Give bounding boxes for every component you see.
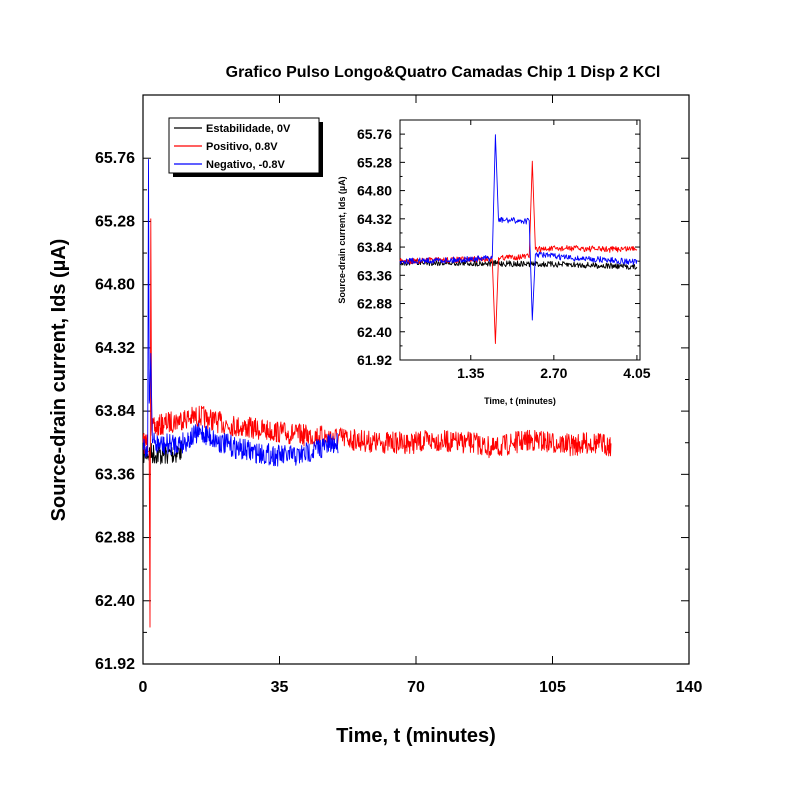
main-ytick-label-4: 63.84 [95,403,135,420]
inset-ytick-label-6: 64.80 [357,183,392,199]
main-x-axis-label: Time, t (minutes) [336,725,496,747]
main-ytick-label-2: 62.88 [95,530,135,547]
main-ytick-label-7: 65.28 [95,213,135,230]
inset-ytick-label-3: 63.36 [357,267,392,283]
main-ytick-label-0: 61.92 [95,656,135,673]
main-xtick-label-2: 70 [407,679,425,696]
main-series-line-negativo-0-8v [142,159,339,467]
inset-ytick-label-4: 63.84 [357,239,392,255]
inset-plot-frame [399,119,641,361]
inset-series-line-negativo-0-8v [399,134,638,321]
chart-title: Grafico Pulso Longo&Quatro Camadas Chip … [226,64,661,81]
main-xtick-label-4: 140 [676,679,703,696]
main-ytick-label-1: 62.40 [95,593,135,610]
inset-xtick-label-0: 1.35 [457,365,484,381]
main-xtick-label-0: 0 [139,679,148,696]
inset-xtick-label-2: 4.05 [623,365,650,381]
main-xtick-label-1: 35 [271,679,289,696]
inset-ytick-label-2: 62.88 [357,296,392,312]
main-series-line-positivo-0-8v [142,218,612,628]
main-ytick-label-3: 63.36 [95,466,135,483]
inset-series-line-positivo-0-8v [399,160,638,344]
inset-ticks: 61.92 62.40 62.88 63.36 63.84 64.32 64.80 65.28… [357,120,651,381]
inset-x-axis-label: Time, t (minutes) [484,396,556,406]
legend-label-positivo: Positivo, 0.8V [206,141,278,153]
inset-ytick-label-5: 64.32 [357,211,392,227]
legend: Estabilidade, 0V Positivo, 0.8V Negativo… [168,117,323,177]
inset-ytick-label-0: 61.92 [357,352,392,368]
main-y-axis-label: Source-drain current, Ids (µA) [48,239,70,522]
main-ytick-label-6: 64.80 [95,277,135,294]
main-ticks: 61.92 62.40 62.88 63.36 63.84 64.32 64.80 65.28… [95,95,702,696]
inset-y-axis-label: Source-drain current, Ids (µA) [337,176,347,303]
main-xtick-label-3: 105 [539,679,566,696]
inset-series-line-estabilidade-0v [399,259,638,270]
legend-label-negativo: Negativo, -0.8V [206,159,286,171]
inset-ytick-label-7: 65.28 [357,154,392,170]
main-ytick-label-5: 64.32 [95,340,135,357]
main-ytick-label-8: 65.76 [95,150,135,167]
inset-ytick-label-8: 65.76 [357,126,392,142]
inset-xtick-label-1: 2.70 [540,365,567,381]
main-series [142,159,612,628]
inset-series [399,134,638,344]
inset-ytick-label-1: 62.40 [357,324,392,340]
legend-label-estabilidade: Estabilidade, 0V [206,123,291,135]
